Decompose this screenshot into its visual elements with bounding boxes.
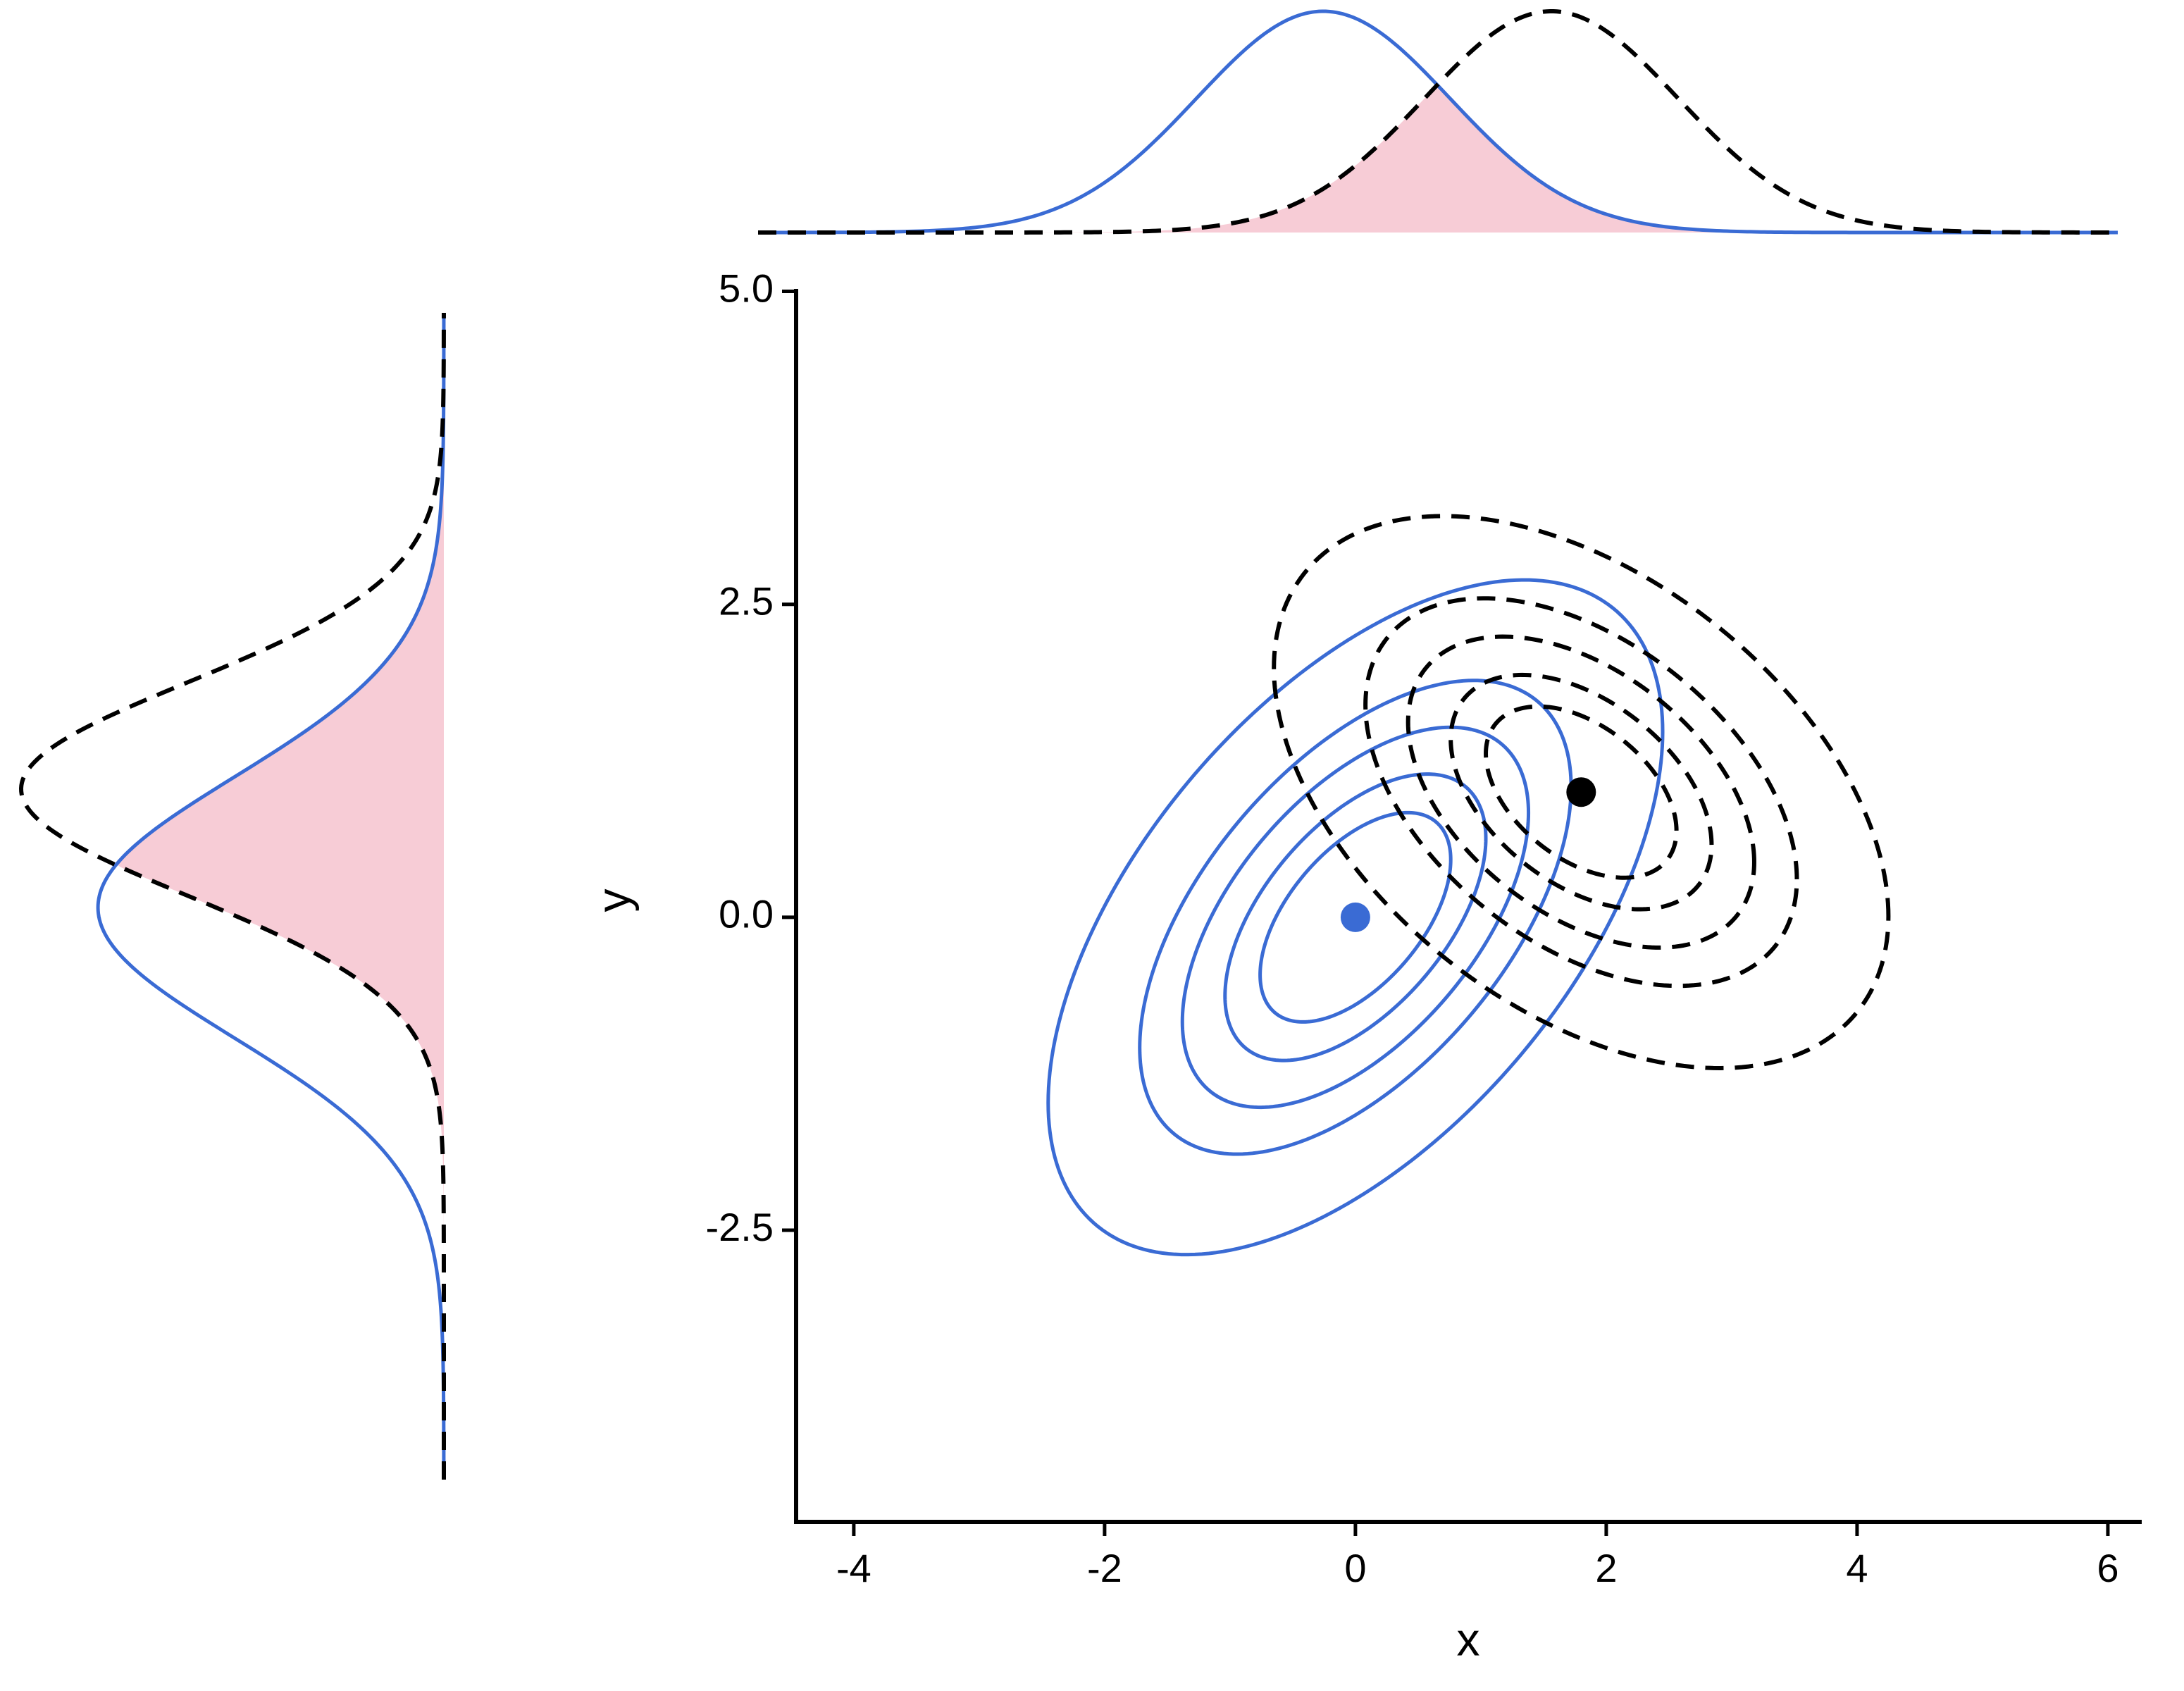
y-tick-label: -2.5 [706, 1205, 774, 1249]
x-tick-label: 6 [2097, 1546, 2118, 1590]
contour-line [1406, 634, 1756, 950]
axes-layer: -4 -2 0 2 4 6 -2.5 0.0 2.5 5.0 [706, 266, 2142, 1590]
contour-line [1180, 725, 1531, 1110]
y-marginal-density [19, 312, 446, 1480]
y-tick-label: 0.0 [719, 892, 774, 936]
contour-line [1258, 810, 1453, 1024]
contour-line [1448, 672, 1714, 912]
x-tick-label: 4 [1846, 1546, 1868, 1590]
x-marginal-overlap [758, 85, 2118, 233]
y-tick-label: 5.0 [719, 266, 774, 310]
curve-layer [19, 9, 2118, 1480]
x-marginal-density [758, 9, 2118, 235]
x-tick-label: 2 [1595, 1546, 1617, 1590]
x-tick-label: -4 [836, 1546, 871, 1590]
x-tick-label: -2 [1087, 1546, 1122, 1590]
contour-line [1272, 514, 1891, 1070]
contour-line [1484, 704, 1679, 880]
y-marginal-density [96, 312, 446, 1480]
y-tick-label: 2.5 [719, 579, 774, 624]
x-axis-label: x [1457, 1613, 1480, 1665]
contour-line [1363, 596, 1799, 989]
y-axis-label: y [587, 889, 639, 912]
contour-line [1138, 679, 1573, 1156]
mean-point [1566, 777, 1596, 807]
contour-line [1046, 578, 1665, 1257]
mean-point [1340, 902, 1370, 932]
x-tick-label: 0 [1344, 1546, 1366, 1590]
y-marginal-overlap [116, 313, 444, 1480]
overlap-layer [116, 85, 2118, 1480]
